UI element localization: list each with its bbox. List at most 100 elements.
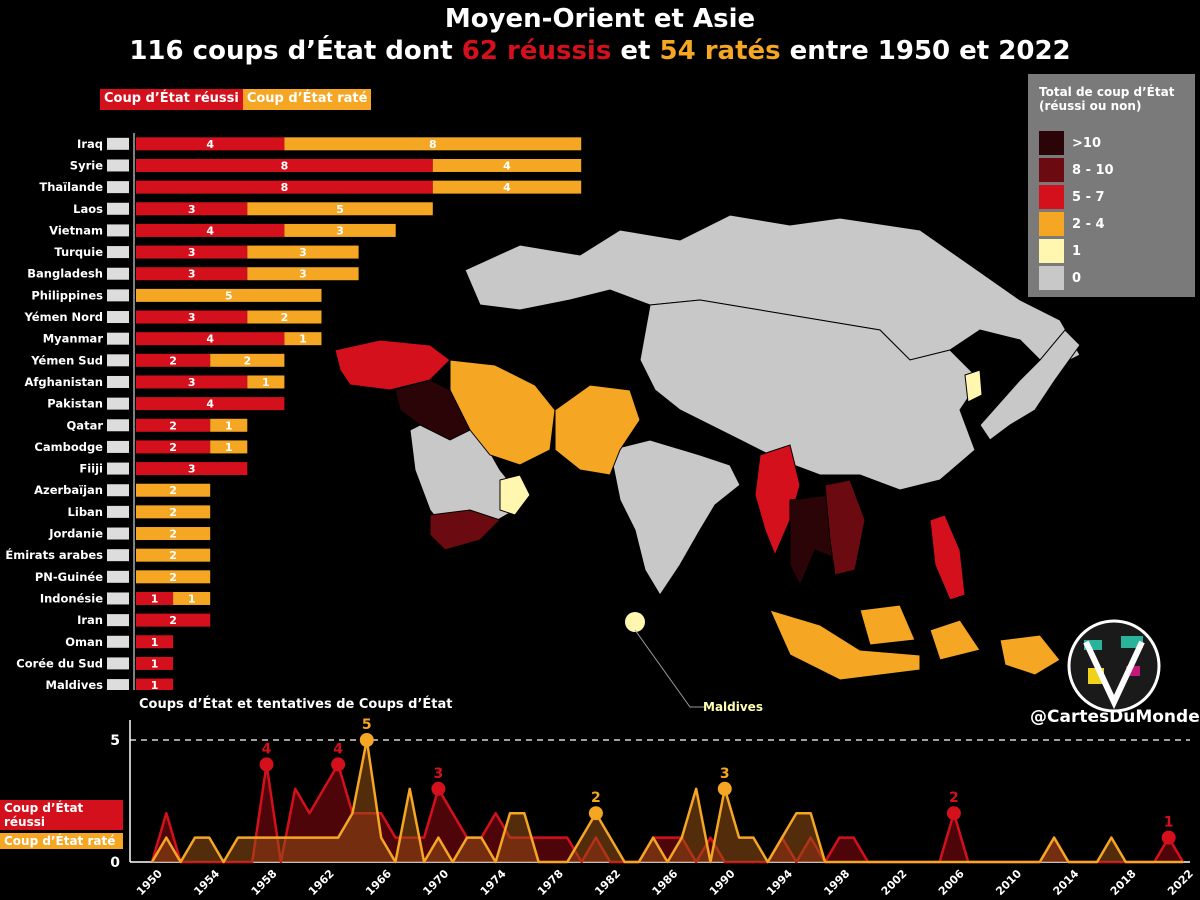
timeline-y-tick: 5 <box>110 733 120 749</box>
russia-region <box>464 214 1081 371</box>
bar-category-label: Indonésie <box>40 591 103 605</box>
flag-icon <box>107 354 129 367</box>
bar-value-label: 3 <box>188 311 196 324</box>
bar-value-label: 2 <box>169 549 177 562</box>
bar-fail <box>136 288 322 302</box>
bar-value-label: 2 <box>169 484 177 497</box>
scale-title-line1: Total de coup d’État <box>1039 85 1175 99</box>
timeline-x-tick: 2010 <box>993 867 1024 898</box>
bar-value-label: 3 <box>188 203 196 216</box>
timeline-peak-label: 1 <box>1164 815 1174 831</box>
bar-success <box>136 310 248 324</box>
flag-icon <box>107 181 129 194</box>
bar-fail <box>432 158 582 172</box>
bar-value-label: 8 <box>281 159 289 172</box>
author-handle: @CartesDuMonde <box>1030 707 1200 727</box>
scale-item: 0 <box>1039 266 1081 290</box>
bar-value-label: 2 <box>169 614 177 627</box>
flag-icon <box>107 289 129 302</box>
iran-shape <box>449 359 556 466</box>
timeline-peak-label: 4 <box>262 741 272 757</box>
bar-value-label: 8 <box>429 138 437 151</box>
bar-category-label: Myanmar <box>43 332 104 346</box>
afghanistan-pakistan-shape <box>554 384 641 476</box>
bar-value-label: 3 <box>299 246 307 259</box>
timeline-peak-marker <box>946 806 961 821</box>
flag-icon <box>107 397 129 410</box>
timeline-peak-label: 3 <box>720 766 730 782</box>
flag-icon <box>107 462 129 475</box>
bar-value-label: 1 <box>262 376 270 389</box>
map-scale-legend: Total de coup d’État (réussi ou non) >10… <box>1028 74 1195 297</box>
scale-swatch <box>1039 212 1064 236</box>
scale-item: 5 - 7 <box>1039 185 1105 209</box>
bar-fail <box>247 267 359 281</box>
bar-success <box>136 180 433 194</box>
scale-label: 5 - 7 <box>1072 189 1105 205</box>
flag-icon <box>107 657 129 670</box>
scale-label: 2 - 4 <box>1072 216 1105 232</box>
flag-icon <box>107 527 129 540</box>
bar-category-label: Yémen Sud <box>30 353 103 367</box>
bar-legend: Coup d’État réussi Coup d’État raté <box>100 89 372 110</box>
bar-category-label: Qatar <box>67 418 104 432</box>
myanmar-shape <box>754 444 801 557</box>
timeline-peak-label: 2 <box>949 790 959 806</box>
timeline-x-tick: 2014 <box>1051 867 1082 898</box>
timeline-x-tick: 1998 <box>821 867 852 898</box>
bar-fail <box>247 245 359 259</box>
bar-success <box>136 418 211 432</box>
timeline-x-tick: 1982 <box>592 867 623 898</box>
china-region <box>639 299 981 491</box>
bar-category-label: Pakistan <box>47 397 103 411</box>
bar-success <box>136 440 211 454</box>
bar-value-label: 2 <box>169 419 177 432</box>
timeline-peak-marker <box>331 757 346 772</box>
bar-value-label: 2 <box>281 311 289 324</box>
bar-fail <box>284 332 322 346</box>
bar-fail <box>247 202 433 216</box>
chart-subtitle: 116 coups d’État dont 62 réussis et 54 r… <box>0 36 1200 66</box>
map-coups <box>334 339 1061 708</box>
timeline-area <box>152 764 1183 862</box>
bar-value-label: 2 <box>169 506 177 519</box>
bar-category-label: Émirats arabes <box>5 547 103 562</box>
bar-fail <box>284 137 582 151</box>
timeline-peak-marker <box>259 757 274 772</box>
bar-success <box>136 613 211 627</box>
bar-category-label: Thaïlande <box>39 180 103 194</box>
flag-icon <box>107 311 129 324</box>
bar-category-label: Liban <box>68 505 103 519</box>
bar-value-label: 1 <box>225 419 233 432</box>
timeline-peak-marker <box>588 806 603 821</box>
bar-fail <box>432 180 582 194</box>
bar-fail <box>210 440 248 454</box>
bar-success <box>136 137 285 151</box>
flag-icon <box>107 246 129 259</box>
timeline-x-tick: 1978 <box>535 867 566 898</box>
bar-value-label: 2 <box>169 354 177 367</box>
timeline-x-tick: 2022 <box>1165 867 1196 898</box>
flag-icon <box>107 505 129 518</box>
bar-value-label: 4 <box>206 398 214 411</box>
bar-value-label: 3 <box>188 463 196 476</box>
scale-title-line2: (réussi ou non) <box>1039 99 1142 113</box>
bar-fail <box>284 223 396 237</box>
bar-success <box>136 656 174 670</box>
flag-icon <box>107 224 129 237</box>
scale-swatch <box>1039 131 1064 155</box>
bar-fail <box>247 375 285 389</box>
bar-success <box>136 245 248 259</box>
bar-value-label: 1 <box>151 679 159 690</box>
bar-fail <box>173 591 211 605</box>
flag-icon <box>107 635 129 648</box>
chart-title: Moyen-Orient et Asie <box>444 4 756 34</box>
bar-value-label: 2 <box>243 354 251 367</box>
bar-value-label: 4 <box>206 333 214 346</box>
timeline-area <box>152 740 1183 862</box>
timeline-peak-label: 5 <box>362 717 372 733</box>
timeline-peak-label: 4 <box>333 741 343 757</box>
bar-value-label: 2 <box>169 441 177 454</box>
timeline-x-tick: 1970 <box>420 867 451 898</box>
timeline-peak-marker <box>717 781 732 796</box>
